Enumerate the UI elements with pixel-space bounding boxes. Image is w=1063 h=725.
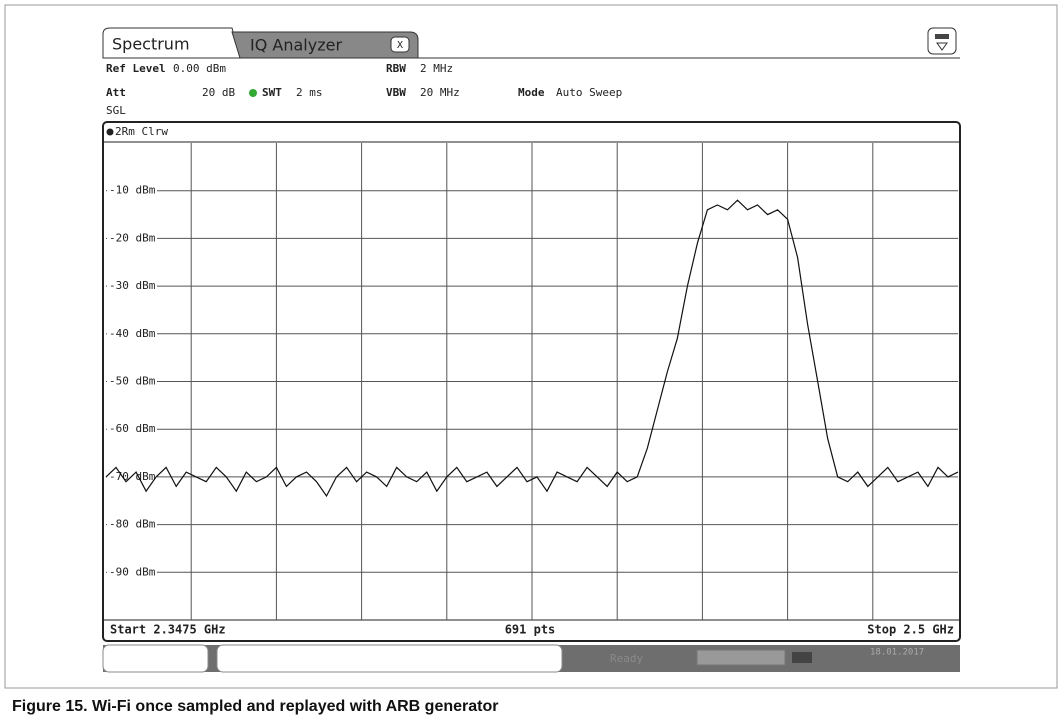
tab-label: Spectrum bbox=[112, 35, 190, 54]
status-dot bbox=[249, 89, 257, 97]
trace-dot bbox=[106, 128, 114, 136]
start-label: Start 2.3475 GHz bbox=[110, 623, 226, 637]
y-tick-label: -30 dBm bbox=[109, 279, 156, 292]
status-icon bbox=[792, 652, 812, 663]
softkey[interactable] bbox=[102, 644, 209, 673]
stop-label: Stop 2.5 GHz bbox=[867, 623, 954, 637]
y-tick-label: -40 dBm bbox=[109, 327, 156, 340]
trace-label: 2Rm Clrw bbox=[115, 125, 168, 138]
trace bbox=[105, 199, 959, 498]
setting-label: Mode bbox=[518, 86, 545, 99]
close-label: X bbox=[397, 40, 403, 51]
menu-icon bbox=[935, 34, 949, 39]
tick-label-bg bbox=[107, 279, 157, 294]
setting-label: VBW bbox=[386, 86, 406, 99]
progress-bar bbox=[696, 649, 786, 666]
y-tick-label: -10 dBm bbox=[109, 184, 156, 197]
points-label: 691 pts bbox=[505, 623, 556, 637]
setting-value: 20 dB bbox=[202, 86, 235, 99]
status-state: Ready bbox=[610, 652, 643, 665]
setting-value: 2 ms bbox=[296, 86, 323, 99]
setting-value: 20 MHz bbox=[420, 86, 460, 99]
setting-value: 0.00 dBm bbox=[173, 62, 226, 75]
setting-label: Att bbox=[106, 86, 126, 99]
setting-value: 2 MHz bbox=[420, 62, 453, 75]
setting-label: SWT bbox=[262, 86, 282, 99]
setting-value: Auto Sweep bbox=[556, 86, 622, 99]
status-date: 18.01.2017 bbox=[870, 648, 924, 658]
tab-active[interactable] bbox=[102, 27, 241, 59]
setting-value: SGL bbox=[106, 104, 126, 117]
close-button[interactable] bbox=[390, 36, 410, 53]
tab-label: IQ Analyzer bbox=[250, 36, 342, 55]
tick-label-bg bbox=[107, 565, 157, 580]
y-tick-label: -90 dBm bbox=[109, 565, 156, 578]
tick-label-bg bbox=[107, 422, 157, 437]
tick-label-bg bbox=[107, 517, 157, 532]
tick-label-bg bbox=[107, 231, 157, 246]
y-tick-label: -20 dBm bbox=[109, 231, 156, 244]
menu-icon bbox=[936, 42, 948, 51]
tick-label-bg bbox=[107, 183, 157, 198]
tick-label-bg bbox=[107, 326, 157, 341]
setting-label: Ref Level bbox=[106, 62, 166, 75]
y-tick-label: -50 dBm bbox=[109, 375, 156, 388]
figure-caption: Figure 15. Wi-Fi once sampled and replay… bbox=[12, 698, 498, 715]
y-tick-label: -80 dBm bbox=[109, 518, 156, 531]
setting-label: RBW bbox=[386, 62, 406, 75]
y-tick-label: -60 dBm bbox=[109, 422, 156, 435]
grid: -10 dBm -20 dBm -30 dBm -40 dBm -50 dBm -60 d… bbox=[106, 143, 958, 620]
message-field bbox=[216, 644, 563, 673]
tick-label-bg bbox=[107, 374, 157, 389]
tab-inactive[interactable] bbox=[231, 31, 419, 59]
